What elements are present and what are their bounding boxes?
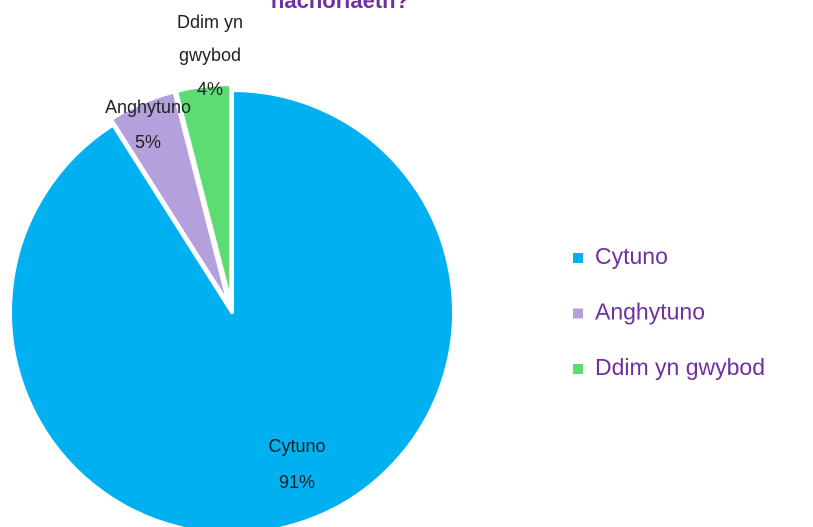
data-label-category: Ddim yn gwybod (177, 12, 243, 65)
pie-slice (174, 82, 234, 309)
data-label-value: 5% (135, 132, 161, 152)
data-label-value: 91% (279, 472, 315, 492)
legend-label: Cytuno (595, 243, 668, 269)
legend-label: Anghytuno (595, 299, 705, 325)
data-label-category: Cytuno (268, 436, 325, 456)
legend-swatch (573, 253, 583, 263)
data-label-category: Anghytuno (105, 97, 191, 117)
chart-title: nachoriaeth? (271, 0, 409, 13)
legend-label: Ddim yn gwybod (595, 354, 765, 380)
legend-swatch (573, 308, 583, 319)
pie-slice (8, 88, 456, 527)
data-label-value: 4% (197, 79, 223, 99)
legend-swatch (573, 364, 583, 374)
